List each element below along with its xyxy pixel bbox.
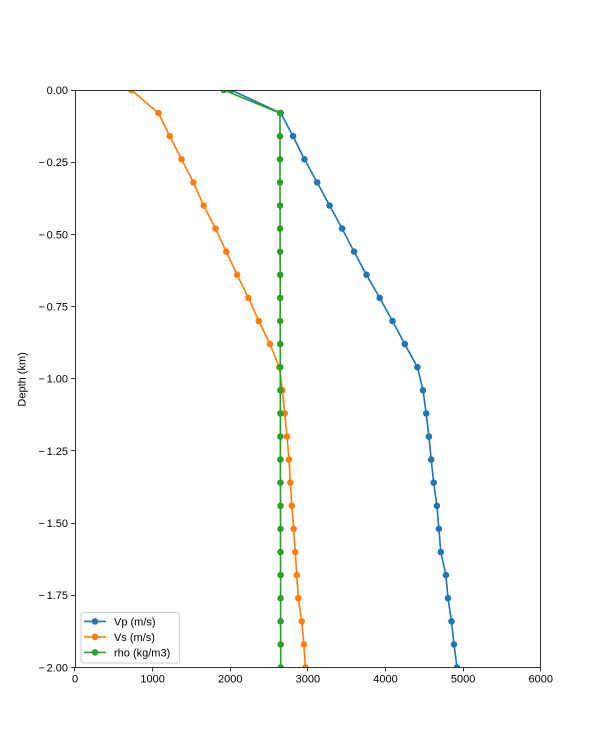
svg-text:0: 0 [72,674,78,686]
svg-text:0.00: 0.00 [47,85,68,97]
svg-text:Vp (m/s): Vp (m/s) [114,616,156,628]
svg-text:rho (kg/m3): rho (kg/m3) [114,647,170,659]
svg-text:1000: 1000 [140,674,164,686]
svg-text:−0.75: −0.75 [39,301,68,313]
svg-text:−1.25: −1.25 [39,446,68,458]
svg-text:−0.25: −0.25 [39,157,68,169]
svg-text:Depth (km): Depth (km) [17,352,29,406]
svg-text:−1.75: −1.75 [39,590,68,602]
svg-text:5000: 5000 [451,674,475,686]
svg-text:6000: 6000 [529,674,553,686]
svg-text:−0.50: −0.50 [39,229,68,241]
svg-text:−1.00: −1.00 [39,374,68,386]
svg-text:2000: 2000 [218,674,242,686]
svg-text:4000: 4000 [373,674,397,686]
svg-text:Vs (m/s): Vs (m/s) [114,632,155,644]
svg-text:−1.50: −1.50 [39,518,68,530]
svg-text:−2.00: −2.00 [39,662,68,674]
svg-text:3000: 3000 [296,674,320,686]
